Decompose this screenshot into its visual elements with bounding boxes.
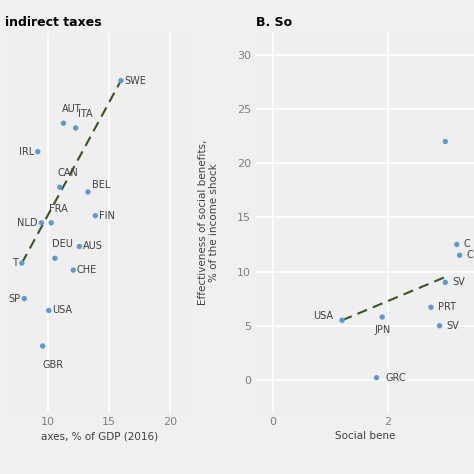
X-axis label: Social bene: Social bene [335, 431, 395, 441]
Text: C: C [464, 239, 470, 249]
Point [427, 303, 435, 311]
Text: JPN: JPN [374, 325, 390, 335]
Point [456, 252, 464, 259]
Text: SV: SV [452, 277, 465, 287]
Text: PRT: PRT [438, 302, 456, 312]
Point [70, 266, 77, 274]
Point [45, 307, 53, 314]
Point [117, 77, 125, 84]
Text: B. So: B. So [256, 16, 292, 29]
Text: SWE: SWE [125, 75, 146, 86]
Point [37, 219, 45, 227]
Point [373, 374, 380, 382]
Point [91, 212, 99, 219]
Text: FRA: FRA [49, 203, 67, 214]
Text: BEL: BEL [91, 180, 110, 190]
Point [56, 183, 64, 191]
Text: CHE: CHE [77, 265, 97, 275]
Text: GBR: GBR [43, 360, 64, 370]
Text: FIN: FIN [99, 210, 115, 221]
X-axis label: axes, % of GDP (2016): axes, % of GDP (2016) [41, 431, 158, 441]
Text: indirect taxes: indirect taxes [5, 16, 101, 29]
Point [18, 259, 26, 267]
Point [20, 295, 28, 302]
Text: ITA: ITA [78, 109, 93, 119]
Text: CAN: CAN [57, 168, 78, 178]
Text: AUT: AUT [62, 104, 82, 114]
Text: C: C [466, 250, 474, 260]
Point [441, 279, 449, 286]
Text: T: T [12, 258, 18, 268]
Text: NLD: NLD [17, 218, 38, 228]
Point [51, 255, 59, 262]
Text: USA: USA [313, 311, 333, 321]
Point [39, 342, 46, 350]
Point [378, 313, 386, 321]
Text: GRC: GRC [385, 373, 406, 383]
Text: DEU: DEU [53, 239, 73, 249]
Text: IRL: IRL [19, 146, 34, 157]
Point [436, 322, 443, 329]
Text: AUS: AUS [83, 241, 103, 252]
Point [75, 243, 83, 250]
Text: SV: SV [447, 321, 459, 331]
Text: SP: SP [9, 293, 21, 304]
Text: Effectiveness of social benefits,
% of the income shock: Effectiveness of social benefits, % of t… [198, 140, 219, 305]
Point [60, 119, 67, 127]
Point [338, 317, 346, 324]
Point [47, 219, 55, 227]
Point [441, 138, 449, 146]
Point [72, 124, 80, 132]
Point [34, 148, 42, 155]
Point [453, 241, 461, 248]
Point [84, 188, 91, 196]
Text: USA: USA [53, 305, 73, 316]
